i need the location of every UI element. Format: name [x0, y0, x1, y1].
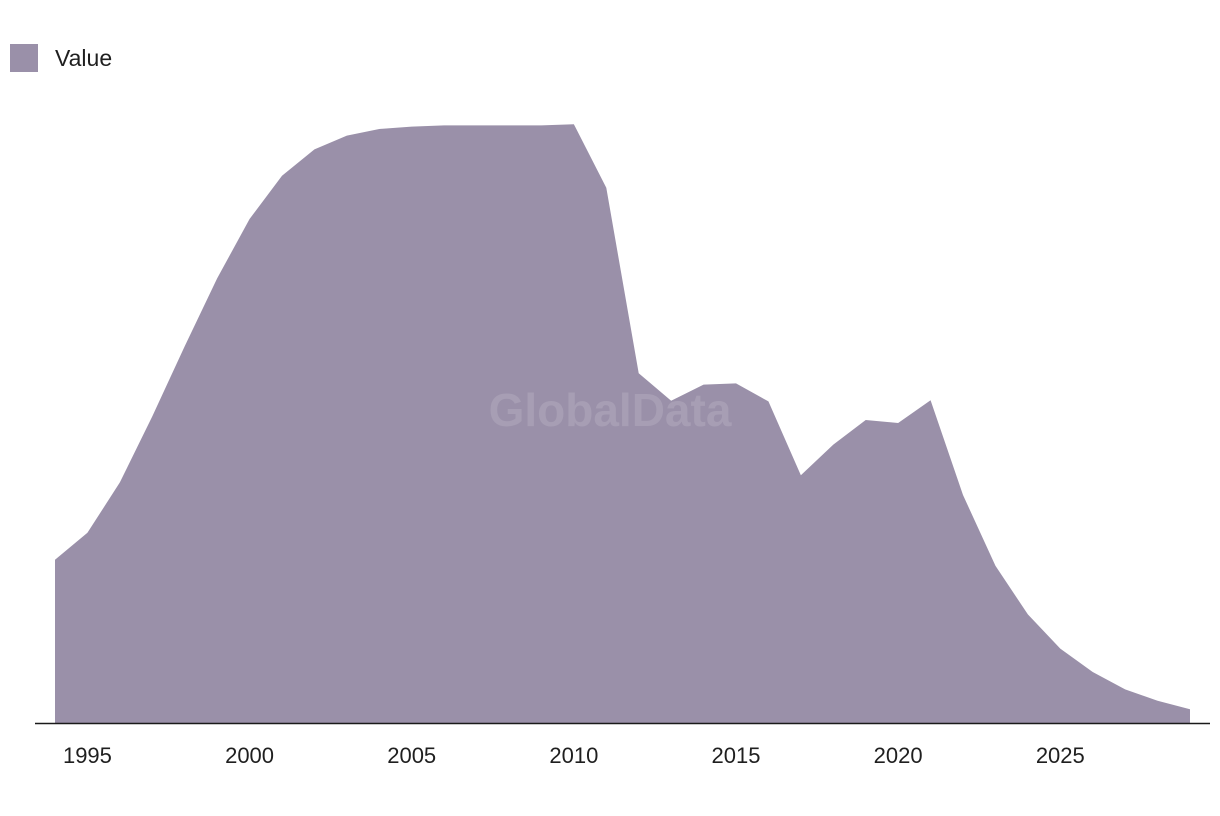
x-tick-label: 2015 [712, 743, 761, 768]
x-tick-label: 2005 [387, 743, 436, 768]
legend: Value [10, 44, 112, 72]
x-tick-label: 2010 [549, 743, 598, 768]
x-tick-label: 1995 [63, 743, 112, 768]
x-tick-label: 2000 [225, 743, 274, 768]
legend-label: Value [55, 44, 113, 71]
x-tick-label: 2020 [874, 743, 923, 768]
legend-swatch [10, 44, 38, 72]
x-tick-label: 2025 [1036, 743, 1085, 768]
area-series-0 [55, 124, 1190, 723]
watermark: GlobalData [489, 384, 732, 436]
